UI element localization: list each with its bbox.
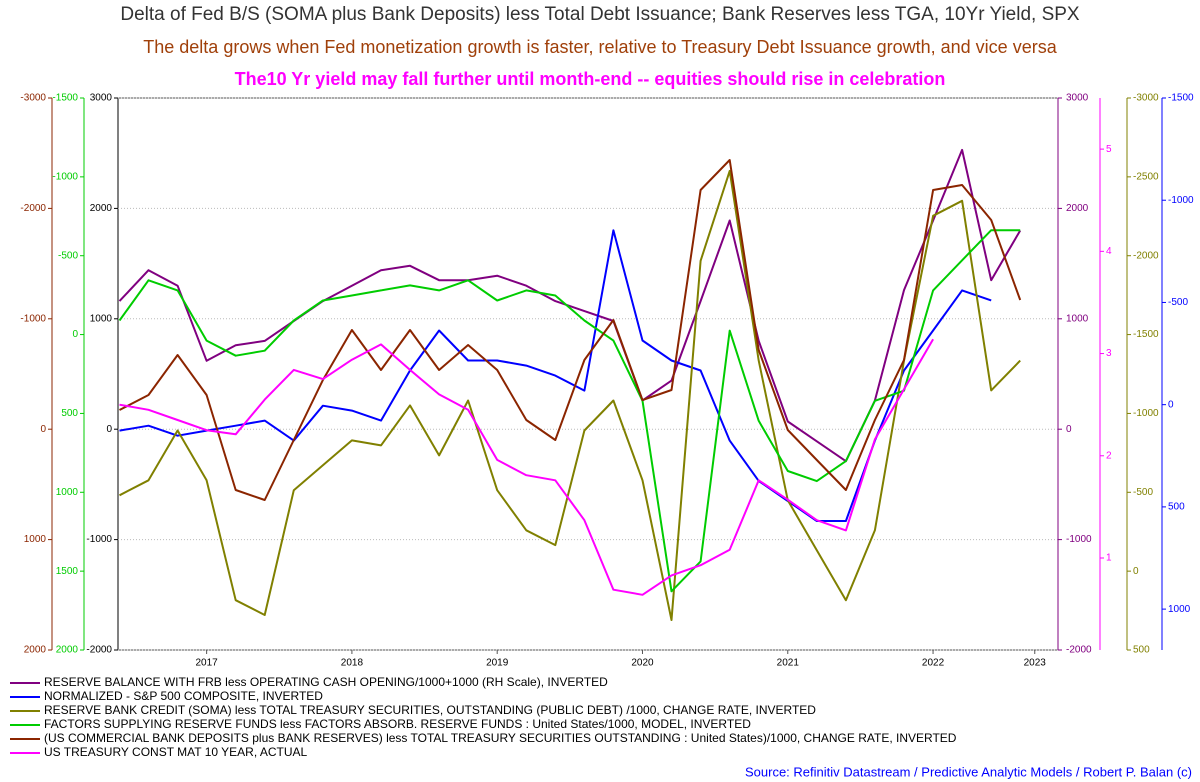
y-tick-label: 2: [1106, 450, 1112, 461]
series-line: [118, 229, 1021, 593]
y-tick-label: -1000: [1066, 534, 1092, 545]
y-tick-label: -500: [1133, 487, 1153, 498]
legend-label: NORMALIZED - S&P 500 COMPOSITE, INVERTED: [44, 689, 323, 703]
y-tick-label: 3: [1106, 348, 1112, 359]
y-tick-label: 1000: [1066, 313, 1089, 324]
y-tick-label: 0: [1133, 566, 1139, 577]
y-tick-label: -500: [1168, 297, 1188, 308]
y-tick-label: 5: [1106, 144, 1112, 155]
y-tick-label: 1: [1106, 553, 1112, 564]
y-tick-label: 2000: [90, 203, 113, 214]
legend-label: RESERVE BALANCE WITH FRB less OPERATING …: [44, 675, 608, 689]
y-tick-label: -2500: [1133, 171, 1159, 182]
series-line: [119, 338, 934, 596]
y-tick-label: -2000: [1133, 250, 1159, 261]
x-tick-label: 2020: [631, 658, 654, 669]
x-tick-label: 2023: [1024, 658, 1047, 669]
series-line: [119, 169, 1021, 621]
y-tick-label: 1000: [90, 313, 113, 324]
x-tick-label: 2022: [922, 658, 945, 669]
y-tick-label: 4: [1106, 246, 1112, 257]
y-tick-label: -1000: [20, 313, 46, 324]
x-tick-label: 2017: [195, 658, 218, 669]
y-tick-label: 500: [61, 408, 78, 419]
legend-label: FACTORS SUPPLYING RESERVE FUNDS less FAC…: [44, 717, 751, 731]
y-tick-label: 0: [106, 424, 112, 435]
x-tick-label: 2018: [341, 658, 364, 669]
annotation: The10 Yr yield may fall further until mo…: [235, 69, 946, 89]
chart-subtitle: The delta grows when Fed monetization gr…: [143, 37, 1057, 57]
y-tick-label: 500: [1133, 645, 1150, 656]
legend-label: RESERVE BANK CREDIT (SOMA) less TOTAL TR…: [44, 703, 816, 717]
y-tick-label: 0: [40, 424, 46, 435]
y-tick-label: -2000: [86, 645, 112, 656]
y-tick-label: 2000: [56, 645, 79, 656]
y-tick-label: 3000: [90, 93, 113, 104]
y-tick-label: -1000: [1168, 195, 1194, 206]
y-tick-label: 2000: [24, 645, 47, 656]
y-tick-label: -1000: [1133, 408, 1159, 419]
y-tick-label: -3000: [20, 93, 46, 104]
y-tick-label: -2000: [1066, 645, 1092, 656]
y-tick-label: -2000: [20, 203, 46, 214]
series-line: [119, 159, 1022, 501]
y-tick-label: 1000: [24, 534, 47, 545]
y-tick-label: -1500: [1168, 93, 1194, 104]
y-tick-label: -1500: [52, 93, 78, 104]
legend-label: (US COMMERCIAL BANK DEPOSITS plus BANK R…: [44, 731, 957, 745]
y-tick-label: -3000: [1133, 93, 1159, 104]
y-tick-label: 500: [1168, 502, 1185, 513]
y-tick-label: 3000: [1066, 93, 1089, 104]
x-tick-label: 2019: [486, 658, 509, 669]
y-tick-label: -1500: [1133, 329, 1159, 340]
y-tick-label: -1000: [86, 534, 112, 545]
y-tick-label: 0: [1066, 424, 1072, 435]
y-tick-label: 2000: [1066, 203, 1089, 214]
x-tick-label: 2021: [777, 658, 800, 669]
y-tick-label: 1500: [56, 566, 79, 577]
source: Source: Refinitiv Datastream / Predictiv…: [745, 764, 1192, 779]
series-line: [119, 229, 992, 522]
legend-label: US TREASURY CONST MAT 10 YEAR, ACTUAL: [44, 745, 308, 759]
chart-title: Delta of Fed B/S (SOMA plus Bank Deposit…: [120, 4, 1080, 25]
y-tick-label: 0: [72, 329, 78, 340]
y-tick-label: 0: [1168, 399, 1174, 410]
y-tick-label: 1000: [56, 487, 79, 498]
y-tick-label: -500: [58, 250, 78, 261]
y-tick-label: 1000: [1168, 604, 1191, 615]
y-tick-label: -1000: [52, 171, 78, 182]
